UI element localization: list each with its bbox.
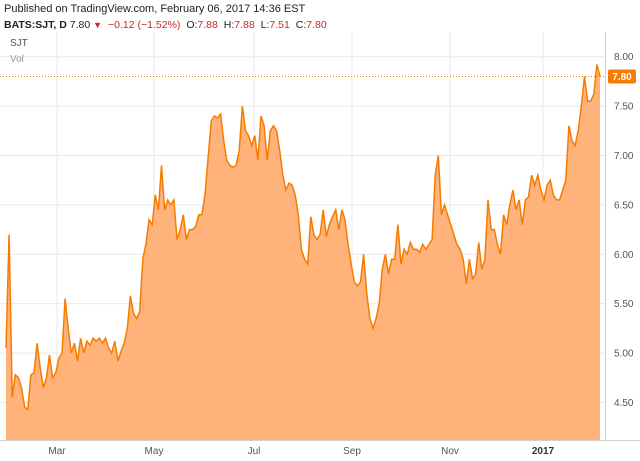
low-label: L:	[260, 19, 270, 31]
last-value-marker: 7.80	[608, 69, 636, 84]
x-tick-label: 2017	[532, 446, 555, 457]
price-chart[interactable]: 4.50 5.00 5.50 6.00 6.50 7.00 7.50 8.00 Mar May J…	[0, 32, 640, 461]
close-value: 7.80	[306, 19, 327, 31]
price-change: −0.12 (−1.52%)	[108, 19, 181, 31]
y-tick-label: 4.50	[614, 398, 634, 409]
series-symbol-label: SJT	[10, 38, 28, 49]
quote-line: BATS:SJT, D 7.80 ▼ −0.12 (−1.52%) O:7.88 …	[4, 18, 636, 32]
open-value: 7.88	[197, 19, 218, 31]
price-area-fill	[6, 64, 600, 440]
y-tick-label: 8.00	[614, 52, 634, 63]
x-tick-label: Nov	[441, 446, 459, 457]
chart-header: Published on TradingView.com, February 0…	[4, 2, 636, 32]
y-tick-label: 7.00	[614, 151, 634, 162]
down-arrow-icon: ▼	[93, 20, 103, 30]
y-tick-label: 6.50	[614, 200, 634, 211]
y-tick-label: 5.50	[614, 299, 634, 310]
volume-label: Vol	[10, 54, 24, 65]
close-label: C:	[295, 19, 307, 31]
last-price: 7.80	[69, 19, 91, 31]
y-tick-label: 7.50	[614, 102, 634, 113]
high-value: 7.88	[234, 19, 255, 31]
x-tick-label: Jul	[248, 446, 261, 457]
x-tick-label: Mar	[48, 446, 66, 457]
x-tick-label: May	[145, 446, 164, 457]
last-value-box	[608, 69, 636, 84]
x-tick-label: Sep	[343, 446, 361, 457]
y-tick-label: 6.00	[614, 250, 634, 261]
published-note: Published on TradingView.com, February 0…	[4, 3, 306, 15]
open-label: O:	[186, 19, 198, 31]
last-value-label: 7.80	[612, 72, 632, 83]
x-axis: Mar May Jul Sep Nov 2017	[48, 446, 554, 457]
price-line	[5, 64, 601, 411]
high-label: H:	[223, 19, 235, 31]
y-axis: 4.50 5.00 5.50 6.00 6.50 7.00 7.50 8.00	[614, 52, 634, 409]
low-value: 7.51	[269, 19, 290, 31]
symbol-interval: BATS:SJT, D	[4, 19, 67, 31]
y-tick-label: 5.00	[614, 349, 634, 360]
